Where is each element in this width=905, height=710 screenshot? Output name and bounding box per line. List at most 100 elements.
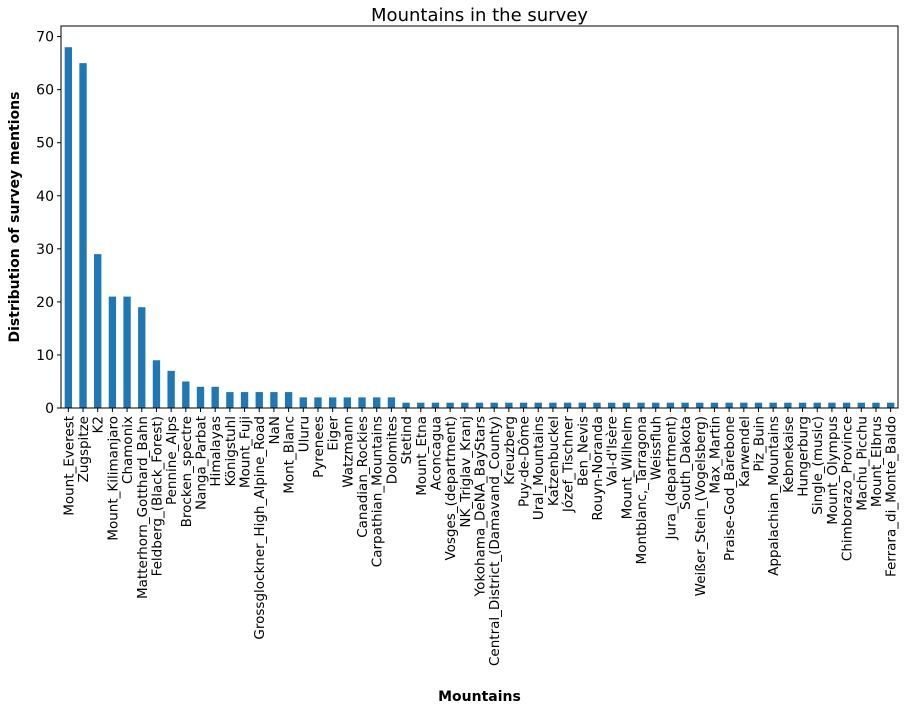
bar [666, 402, 675, 408]
x-tick-label: Aconcagua [428, 416, 444, 490]
bar [519, 402, 528, 408]
bar [79, 63, 87, 409]
bar [138, 307, 146, 408]
bar [417, 402, 425, 408]
bar [299, 397, 307, 408]
bar [108, 296, 117, 408]
bar [461, 402, 469, 408]
x-tick-label: Machu_Picchu [854, 416, 870, 511]
x-tick-label: Mount_Wilhelm [619, 416, 635, 519]
x-tick-label: Grossglockner_High_Alpine_Road [252, 416, 268, 640]
x-tick-label: Weissfluh [649, 416, 665, 480]
bar [593, 402, 601, 408]
x-tick-label: Puy-de-Dôme [517, 416, 533, 507]
bar [314, 397, 322, 408]
bar [784, 402, 792, 408]
x-tick-label: Matterhorn_Gotthard_Bahn [135, 416, 151, 599]
bar [872, 402, 880, 408]
x-tick-label: Piz_Buin [752, 416, 768, 472]
y-tick-label: 60 [36, 83, 54, 99]
x-tick-label: Rouyn-Noranda [590, 416, 606, 521]
y-tick-label: 0 [45, 401, 54, 417]
x-tick-label: Chamonix [120, 416, 136, 484]
bar [328, 397, 337, 408]
bar [710, 402, 719, 408]
x-tick-label: Val-d'Isère [605, 416, 621, 486]
bar [167, 370, 175, 408]
bar [813, 402, 821, 408]
bar [343, 397, 352, 408]
bar [740, 402, 748, 408]
y-tick-label: 10 [36, 348, 54, 364]
bar [182, 381, 190, 408]
bar [842, 402, 851, 408]
bar [431, 402, 440, 408]
bar [196, 386, 205, 408]
x-tick-label: Vosges_(department) [443, 416, 459, 561]
x-tick-label: Carpathian_Mountains [370, 416, 386, 567]
bar [505, 402, 513, 408]
bar [534, 402, 542, 408]
x-tick-label: Mount_Elbrus [869, 416, 885, 507]
y-tick-label: 50 [36, 136, 54, 152]
y-tick-label: 20 [36, 295, 54, 311]
bar [240, 392, 249, 408]
y-axis-ticks: 0 10 20 30 40 50 60 70 [36, 30, 61, 417]
bar [607, 402, 616, 408]
bar [446, 402, 454, 408]
bar [402, 402, 410, 408]
x-tick-label: Ural_Mountains [531, 416, 547, 520]
x-tick-label: Józef_Tischner [561, 416, 577, 514]
bar [490, 402, 498, 408]
x-tick-label: Jura_(department) [663, 416, 679, 541]
x-tick-label: Himalayas [208, 416, 224, 487]
y-tick-label: 70 [36, 30, 54, 46]
bar [387, 397, 396, 408]
x-axis-label: Mountains [438, 689, 521, 705]
y-tick-label: 30 [36, 242, 54, 258]
x-tick-label: Kreuzberg [502, 416, 518, 485]
bar [622, 402, 631, 408]
bar [857, 402, 865, 408]
bar [152, 360, 161, 408]
x-tick-label: Appalachian_Mountains [766, 416, 782, 576]
x-tick-label: Zugspitze [76, 416, 92, 482]
x-tick-label: Nanga_Parbat [194, 416, 210, 510]
bar [798, 402, 807, 408]
x-tick-label: Hungerburg [796, 416, 812, 497]
bar [578, 402, 586, 408]
bar [94, 254, 102, 408]
x-tick-label: Single_(music) [810, 416, 826, 515]
x-tick-label: Brocken_spectre [179, 416, 195, 527]
x-tick-label: Mount_Etna [414, 416, 430, 496]
x-tick-label: Feldberg_(Black_Forest) [149, 416, 165, 576]
bar [255, 392, 263, 408]
bar [284, 392, 293, 408]
bar [123, 296, 131, 408]
x-tick-label: Weißer_Stein_(Vogelsberg) [693, 416, 709, 596]
bar [549, 402, 557, 408]
x-tick-label: Mount_Fuji [238, 416, 254, 488]
y-tick-label: 40 [36, 189, 54, 205]
x-tick-label: Chimborazo_Province [840, 416, 856, 561]
bar [769, 402, 777, 408]
chart-title: Mountains in the survey [371, 5, 588, 26]
x-tick-label: Watzmann [340, 416, 356, 488]
bar [725, 402, 733, 408]
bar [681, 402, 689, 408]
x-tick-label: Central_District_(Damavand_County) [487, 416, 503, 666]
bar [358, 397, 366, 408]
x-tick-label: South_Dakota [678, 416, 694, 510]
x-tick-label: Eiger [326, 416, 342, 451]
bar [373, 397, 381, 408]
bar [226, 392, 234, 408]
x-tick-label: Yokohama_DeNA_BayStars [473, 416, 489, 597]
x-tick-label: NaN [267, 416, 283, 444]
x-tick-label: Karwendel [737, 416, 753, 487]
bars [64, 47, 895, 409]
x-tick-label: Uluru [296, 416, 312, 452]
x-tick-label: Pennine_Alps [164, 416, 180, 505]
plot-frame [60, 25, 899, 409]
x-tick-label: Königstuhl [223, 416, 239, 487]
